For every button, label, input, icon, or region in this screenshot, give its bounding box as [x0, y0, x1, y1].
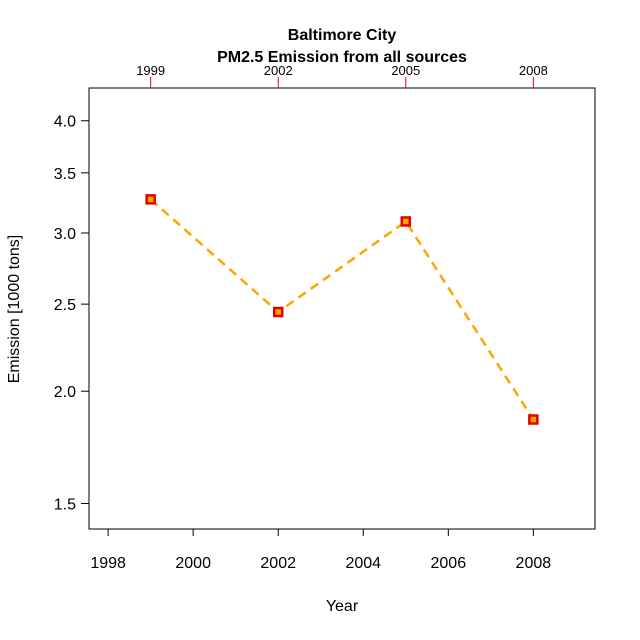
x-tick-label: 2006	[431, 555, 467, 572]
top-tick-label: 2002	[264, 63, 293, 78]
series-layer	[145, 194, 539, 425]
top-tick-label: 2005	[391, 63, 420, 78]
series-line	[149, 198, 535, 421]
plot-frame	[88, 87, 596, 530]
y-tick-label: 4.0	[54, 114, 76, 131]
top-tick-label: 2008	[519, 63, 548, 78]
top-axis: 1999 2002 2005 2008	[136, 63, 548, 88]
data-point	[145, 194, 156, 205]
x-axis-title: Year	[326, 598, 359, 615]
data-point	[528, 414, 539, 425]
top-tick-label: 1999	[136, 63, 165, 78]
x-tick-label: 2000	[175, 555, 211, 572]
data-point	[400, 216, 412, 227]
chart-title: Baltimore City	[288, 27, 397, 44]
y-tick-label: 2.5	[54, 297, 76, 314]
x-tick-label: 1998	[90, 555, 126, 572]
x-tick-label: 2004	[345, 555, 381, 572]
data-point	[272, 306, 284, 318]
y-tick-label: 2.0	[54, 384, 76, 401]
chart-subtitle: PM2.5 Emission from all sources	[217, 49, 467, 66]
y-axis: 1.5 2.0 2.5 3.0 3.5 4.0	[54, 114, 89, 513]
x-tick-label: 2008	[516, 555, 552, 572]
y-tick-label: 3.5	[54, 166, 76, 183]
y-tick-label: 3.0	[54, 226, 76, 243]
x-axis: 1998 2000 2002 2004 2006 2008	[90, 529, 551, 572]
y-axis-title: Emission [1000 tons]	[6, 235, 23, 384]
x-tick-label: 2002	[260, 555, 296, 572]
y-tick-label: 1.5	[54, 496, 76, 513]
